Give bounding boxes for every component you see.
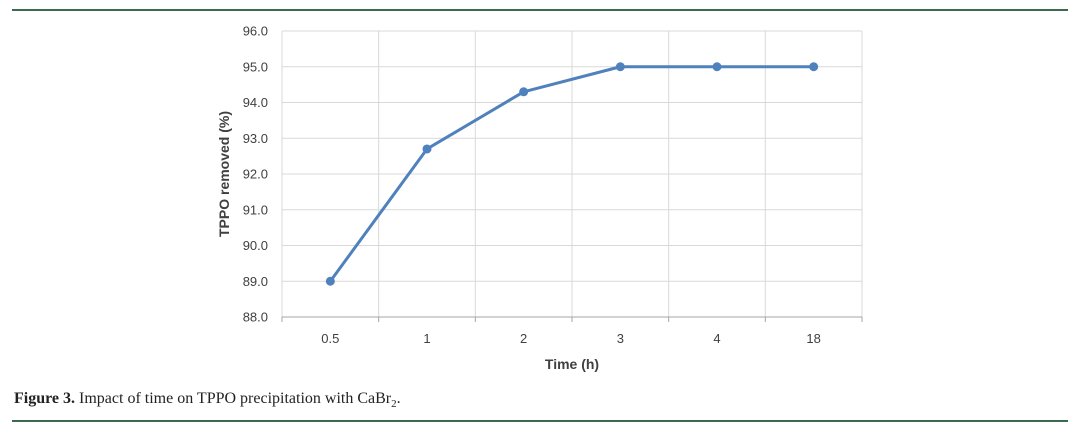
x-tick-label: 3: [617, 331, 624, 346]
x-axis-title: Time (h): [545, 356, 599, 372]
caption-end: .: [396, 390, 401, 407]
figure-caption: Figure 3. Impact of time on TPPO precipi…: [14, 390, 401, 410]
y-tick-label: 94.0: [243, 95, 268, 110]
data-point: [325, 276, 335, 286]
y-tick-label: 91.0: [243, 202, 268, 217]
x-tick-label: 2: [520, 331, 527, 346]
y-axis-title: TPPO removed (%): [216, 111, 232, 237]
series-line: [329, 65, 814, 283]
y-tick-label: 88.0: [243, 310, 268, 325]
data-point: [712, 62, 722, 72]
y-tick-label: 89.0: [243, 274, 268, 289]
top-rule: [12, 9, 1068, 11]
data-point: [519, 87, 529, 97]
x-tick-label: 18: [806, 331, 820, 346]
axes: [281, 316, 863, 322]
data-point: [809, 62, 819, 72]
x-tick-label: 4: [713, 331, 720, 346]
caption-label: Figure 3.: [14, 390, 76, 407]
line-chart: 88.0 89.0 90.0 91.0 92.0 93.0 94.0 95.0 96.0 0.5…: [216, 24, 863, 372]
x-tick-label: 0.5: [321, 331, 339, 346]
y-tick-label: 93.0: [243, 131, 268, 146]
series: [325, 62, 819, 286]
grid: [281, 30, 863, 317]
bottom-rule: [12, 420, 1068, 422]
caption-subscript: 2: [391, 398, 397, 411]
data-point: [615, 62, 625, 72]
y-tick-label: 96.0: [243, 24, 268, 39]
x-tick-label: 1: [423, 331, 430, 346]
y-tick-labels: 88.0 89.0 90.0 91.0 92.0 93.0 94.0 95.0 96.0: [243, 24, 268, 325]
y-tick-label: 92.0: [243, 167, 268, 182]
caption-text: Impact of time on TPPO precipitation wit…: [75, 390, 392, 407]
y-tick-label: 90.0: [243, 238, 268, 253]
x-tick-labels: 0.5 1 2 3 4 18: [321, 331, 821, 346]
y-tick-label: 95.0: [243, 59, 268, 74]
data-point: [422, 144, 432, 154]
